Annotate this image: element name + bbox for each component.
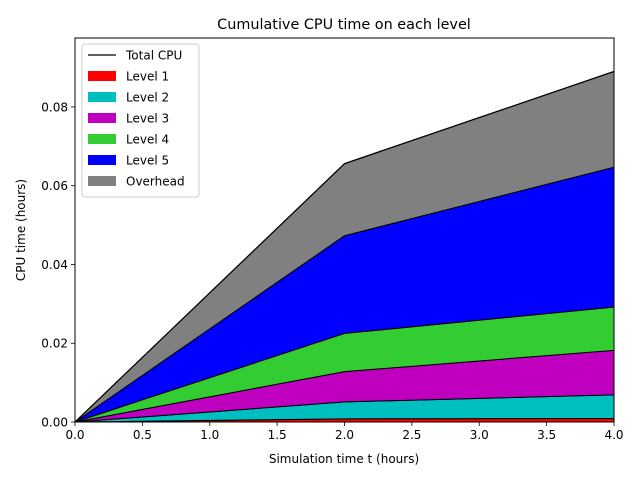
x-tick-label: 3.0 xyxy=(470,428,489,442)
legend-swatch-level-4 xyxy=(88,134,116,144)
legend-label-level-3: Level 3 xyxy=(126,112,169,126)
legend-label-level-2: Level 2 xyxy=(126,91,169,105)
y-tick-label: 0.06 xyxy=(41,179,68,193)
legend-label-level-5: Level 5 xyxy=(126,154,169,168)
y-axis-label: CPU time (hours) xyxy=(14,179,28,281)
x-tick-label: 3.5 xyxy=(537,428,556,442)
legend-swatch-level-5 xyxy=(88,155,116,165)
x-tick-label: 4.0 xyxy=(604,428,623,442)
x-tick-label: 0.0 xyxy=(65,428,84,442)
x-tick-label: 2.0 xyxy=(335,428,354,442)
legend-label-total-cpu: Total CPU xyxy=(125,49,182,63)
legend: Total CPU Level 1 Level 2 Level 3 Level 4 Lev… xyxy=(81,43,200,198)
legend-swatch-level-1 xyxy=(88,71,116,81)
y-tick-label: 0.08 xyxy=(41,100,68,114)
legend-label-overhead: Overhead xyxy=(126,175,185,189)
total-line-group xyxy=(74,70,615,423)
legend-swatch-overhead xyxy=(88,176,116,186)
y-tick-label: 0.04 xyxy=(41,258,68,272)
y-tick-label: 0.02 xyxy=(41,337,68,351)
legend-swatch-level-2 xyxy=(88,92,116,102)
legend-label-level-4: Level 4 xyxy=(126,133,169,147)
y-axis-ticks: 0.00 0.02 0.04 0.06 0.08 xyxy=(41,100,75,430)
chart-title: Cumulative CPU time on each level xyxy=(217,17,471,33)
y-tick-label: 0.00 xyxy=(41,416,68,430)
x-tick-label: 1.0 xyxy=(200,428,219,442)
legend-swatch-level-3 xyxy=(88,113,116,123)
x-tick-label: 1.5 xyxy=(268,428,287,442)
total-cpu-line xyxy=(74,70,615,423)
x-tick-label: 2.5 xyxy=(402,428,421,442)
x-tick-label: 0.5 xyxy=(133,428,152,442)
x-axis-ticks: 0.0 0.5 1.0 1.5 2.0 2.5 3.0 3.5 4.0 xyxy=(65,422,624,442)
x-axis-label: Simulation time t (hours) xyxy=(269,452,419,466)
legend-label-level-1: Level 1 xyxy=(126,70,169,84)
